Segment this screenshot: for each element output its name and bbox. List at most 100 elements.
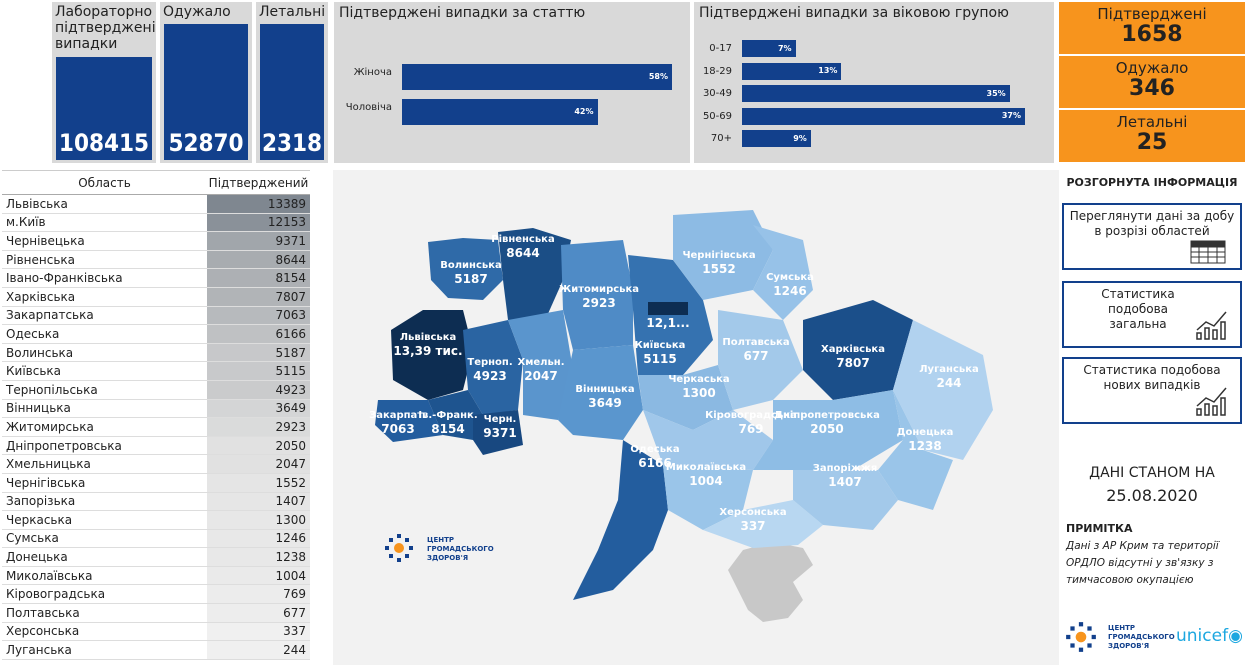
map-region-volynska[interactable] — [428, 238, 503, 300]
kpi-lab-bar: 108415 — [56, 57, 152, 160]
map-region-name: Луганська — [919, 364, 979, 375]
table-cell-confirmed: 244 — [207, 640, 310, 660]
table-row[interactable]: м.Київ 12153 — [2, 213, 310, 233]
table-row[interactable]: Миколаївська 1004 — [2, 566, 310, 586]
map-region-zakarpatska[interactable] — [375, 400, 443, 442]
kpi-recovered: Одужало 52870 — [160, 2, 252, 163]
map-region-kirovohradska[interactable] — [643, 410, 773, 470]
kpi-deaths-value: 2318 — [261, 129, 323, 157]
age-chart-bar[interactable]: 13% — [742, 62, 842, 80]
age-chart-bar[interactable]: 7% — [742, 40, 796, 57]
map-region-zaporizka[interactable] — [793, 470, 898, 530]
map-region-dnipropetrovska[interactable] — [753, 390, 903, 470]
sex-chart-title: Підтверджені випадки за статтю — [339, 5, 586, 21]
map-region-ternopilska[interactable] — [463, 320, 523, 415]
table-row[interactable]: Закарпатська 7063 — [2, 306, 310, 326]
daily-stats-new-button[interactable]: Статистика подобова нових випадків — [1062, 357, 1242, 424]
table-cell-region: Волинська — [2, 343, 207, 363]
map-region-value: 2923 — [582, 296, 615, 310]
map-region-name: Ів.-Франк. — [418, 410, 477, 421]
map-region-chernihivska[interactable] — [673, 210, 773, 300]
daily-stats-total-button[interactable]: Статистика подобова загальна — [1062, 281, 1242, 348]
map-region-khersonska[interactable] — [703, 500, 823, 548]
map-region-value: 1552 — [702, 262, 735, 276]
map-region-luhanska[interactable] — [893, 320, 993, 460]
map-region-name: Херсонська — [719, 507, 786, 518]
map-region-value: 337 — [740, 519, 765, 533]
table-row[interactable]: Запорізька 1407 — [2, 492, 310, 512]
table-cell-confirmed: 4923 — [207, 380, 310, 400]
map-region-value: 769 — [738, 422, 763, 436]
table-row[interactable]: Донецька 1238 — [2, 547, 310, 567]
phc-logo-icon — [383, 532, 415, 564]
map-region-name: Львівська — [400, 332, 457, 343]
map-region-kharkivska[interactable] — [803, 300, 913, 400]
map-region-ivano-frankivska[interactable] — [428, 390, 483, 440]
map-region-poltavska[interactable] — [718, 310, 803, 410]
age-chart-bar[interactable]: 9% — [742, 130, 811, 147]
table-row[interactable]: Кіровоградська 769 — [2, 584, 310, 605]
map-region-odeska[interactable] — [573, 440, 668, 600]
table-cell-confirmed: 1552 — [207, 473, 310, 493]
sidebar-logo-text: ЦЕНТР ГРОМАДСЬКОГО ЗДОРОВ'Я — [1108, 624, 1175, 650]
age-chart-bar[interactable]: 35% — [742, 85, 1010, 102]
table-cell-region: Одеська — [2, 324, 207, 344]
kpi-lab-confirmed: Лабораторно підтверджені випадки 108415 — [52, 2, 156, 163]
table-row[interactable]: Луганська 244 — [2, 640, 310, 660]
table-row[interactable]: Харківська 7807 — [2, 287, 310, 307]
table-row[interactable]: Вінницька 3649 — [2, 399, 310, 419]
table-cell-confirmed: 1238 — [207, 547, 310, 567]
map-region-value: 6166 — [638, 456, 671, 470]
table-row[interactable]: Черкаська 1300 — [2, 510, 310, 530]
table-cell-region: Вінницька — [2, 399, 207, 419]
map-kyiv-city-marker[interactable] — [648, 302, 688, 315]
map-region-vinnytska[interactable] — [558, 345, 643, 440]
table-row[interactable]: Київська 5115 — [2, 361, 310, 381]
table-row[interactable]: Чернівецька 9371 — [2, 231, 310, 251]
age-chart-label: 30-49 — [702, 88, 732, 99]
age-chart-bar[interactable]: 37% — [742, 107, 1025, 125]
map-region-value: 8644 — [506, 246, 539, 260]
sex-chart-bar[interactable]: 58% — [402, 64, 672, 90]
col-confirmed-header[interactable]: Підтверджений — [207, 170, 310, 195]
map-region-value: 1246 — [773, 284, 806, 298]
table-row[interactable]: Полтавська 677 — [2, 603, 310, 623]
table-row[interactable]: Сумська 1246 — [2, 529, 310, 549]
table-cell-confirmed: 337 — [207, 622, 310, 642]
map-region-name: Кіровоградська — [705, 410, 797, 421]
table-row[interactable]: Волинська 5187 — [2, 343, 310, 363]
sex-chart-bar[interactable]: 42% — [402, 99, 598, 125]
table-row[interactable]: Дніпропетровська 2050 — [2, 436, 310, 456]
map-region-value: 2047 — [524, 369, 557, 383]
map-region-name: Волинська — [440, 260, 502, 271]
table-row[interactable]: Львівська 13389 — [2, 194, 310, 214]
map-region-khmelnytska[interactable] — [508, 310, 573, 420]
col-region-header[interactable]: Область — [2, 170, 207, 195]
table-cell-confirmed: 1300 — [207, 510, 310, 530]
age-chart-label: 70+ — [710, 133, 732, 144]
table-row[interactable]: Хмельницька 2047 — [2, 454, 310, 474]
map-region-rivnenska[interactable] — [498, 228, 571, 325]
map-region-sumska[interactable] — [753, 225, 813, 320]
table-row[interactable]: Рівненська 8644 — [2, 250, 310, 270]
table-row[interactable]: Одеська 6166 — [2, 324, 310, 344]
map-region-name: Закарпат. — [369, 410, 427, 421]
map-region-name: Житомирська — [559, 284, 639, 295]
table-row[interactable]: Тернопільська 4923 — [2, 380, 310, 400]
table-row[interactable]: Житомирська 2923 — [2, 417, 310, 437]
map-region-donetska[interactable] — [878, 390, 953, 510]
daily-regions-button[interactable]: Переглянути дані за добу в розрізі облас… — [1062, 203, 1242, 270]
table-row[interactable]: Івано-Франківська 8154 — [2, 268, 310, 288]
sidebar-heading: РОЗГОРНУТА ІНФОРМАЦІЯ — [1066, 176, 1238, 189]
map-region-cherkaska[interactable] — [638, 365, 733, 430]
table-row[interactable]: Чернігівська 1552 — [2, 473, 310, 493]
map-region-crimea — [728, 542, 813, 622]
map-region-mykolaivska[interactable] — [663, 465, 753, 530]
map-region-zhytomyrska[interactable] — [561, 240, 633, 350]
table-row[interactable]: Херсонська 337 — [2, 622, 310, 642]
map-region-lvivska[interactable] — [391, 310, 473, 400]
map-region-value: 3649 — [588, 396, 621, 410]
table-cell-region: Донецька — [2, 547, 207, 567]
daily-regions-button-label: Переглянути дані за добу в розрізі облас… — [1069, 209, 1235, 238]
map-region-chernivetska[interactable] — [473, 410, 523, 455]
